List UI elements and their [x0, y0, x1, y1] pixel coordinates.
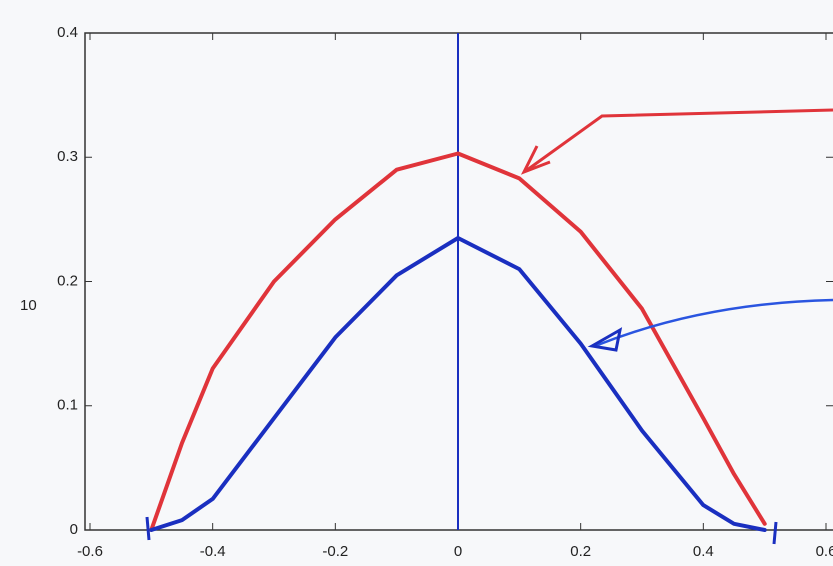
- x-tick-label: -0.6: [77, 543, 103, 560]
- end-mark: [145, 516, 151, 541]
- x-tick-label: 0: [454, 543, 462, 560]
- end-mark: [772, 521, 778, 545]
- annotation: 10: [20, 297, 37, 314]
- data-line: [149, 236, 767, 532]
- data-line: [149, 151, 767, 532]
- arrow-head: [587, 327, 623, 352]
- y-tick-label: 0: [70, 521, 78, 538]
- x-tick-label: -0.4: [200, 543, 226, 560]
- y-tick-label: 0.4: [57, 24, 78, 41]
- y-tick-label: 0.1: [57, 397, 78, 414]
- arrow: [526, 108, 833, 172]
- x-tick-label: 0.2: [570, 543, 591, 560]
- x-tick-label: 0.6: [816, 543, 833, 560]
- arrow-head: [520, 145, 551, 175]
- x-tick-label: 0.4: [693, 543, 714, 560]
- x-tick-label: -0.2: [322, 543, 348, 560]
- y-tick-label: 0.2: [57, 272, 78, 289]
- y-tick-label: 0.3: [57, 148, 78, 165]
